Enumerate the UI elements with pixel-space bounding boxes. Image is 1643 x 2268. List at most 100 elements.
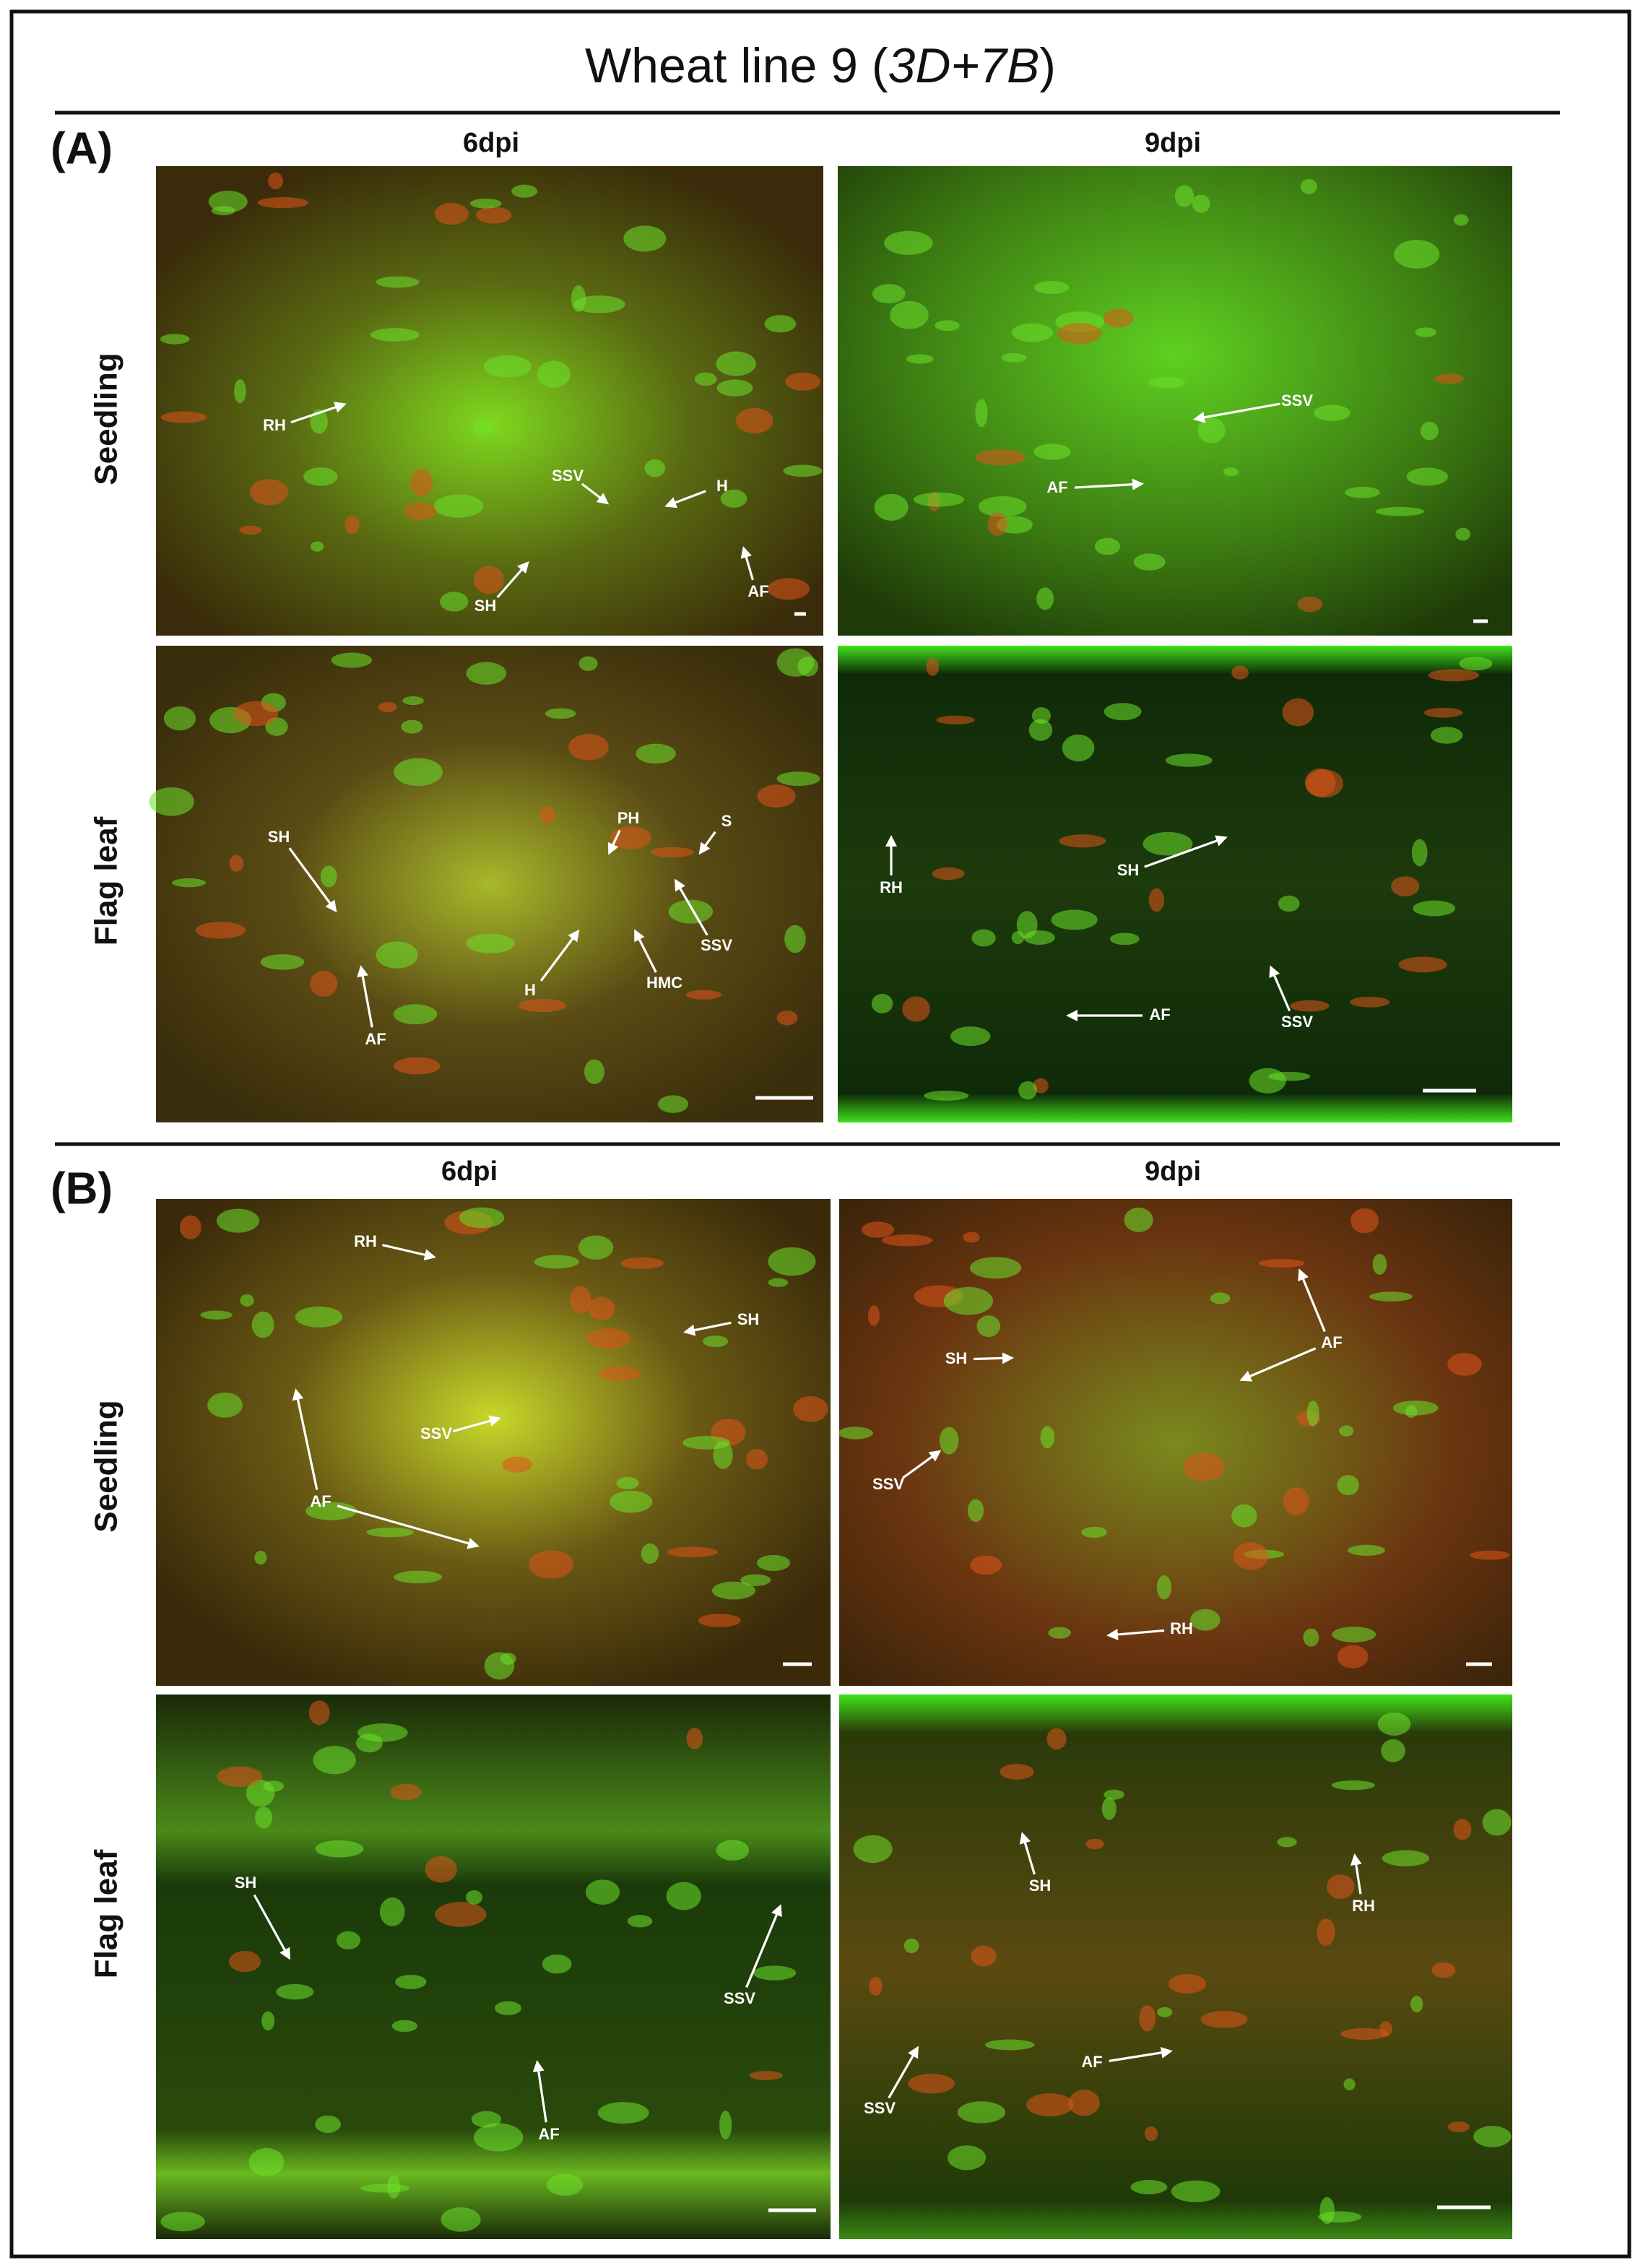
hyphae-blob bbox=[1059, 834, 1106, 848]
hyphae-blob bbox=[984, 2039, 1035, 2051]
hyphae-blob bbox=[1130, 2180, 1168, 2194]
annotation-label: SH bbox=[1029, 1877, 1052, 1895]
hyphae-blob bbox=[666, 1882, 701, 1910]
annotation-arrow bbox=[1019, 1832, 1036, 1875]
hyphae-blob bbox=[1278, 895, 1300, 912]
panel-label: (B) bbox=[51, 1164, 113, 1213]
hyphae-blob bbox=[434, 202, 469, 225]
annotation-label: AF bbox=[310, 1492, 331, 1510]
hyphae-blob bbox=[1390, 876, 1420, 897]
hyphae-blob bbox=[260, 954, 305, 970]
hyphae-blob bbox=[1431, 1962, 1456, 1978]
hyphae-blob bbox=[528, 1550, 574, 1579]
hyphae-blob bbox=[336, 1931, 361, 1949]
hyphae-blob bbox=[756, 1554, 791, 1571]
row-label: Flag leaf bbox=[89, 1849, 124, 1978]
hyphae-blob bbox=[1046, 1728, 1067, 1750]
figure-border bbox=[9, 9, 1631, 2259]
hyphae-blob bbox=[472, 418, 495, 437]
hyphae-blob bbox=[746, 1448, 768, 1470]
hyphae-blob bbox=[470, 198, 502, 209]
panel-label: (A) bbox=[51, 124, 113, 173]
hyphae-blob bbox=[441, 2207, 481, 2232]
hyphae-blob bbox=[172, 878, 206, 888]
hyphae-blob bbox=[1394, 240, 1440, 269]
hyphae-blob bbox=[838, 1427, 873, 1440]
hyphae-blob bbox=[1210, 1292, 1231, 1304]
hyphae-blob bbox=[1351, 1208, 1379, 1234]
hyphae-blob bbox=[211, 206, 235, 216]
annotation-label: RH bbox=[880, 878, 903, 896]
hyphae-blob bbox=[217, 1766, 263, 1787]
hyphae-blob bbox=[1455, 527, 1471, 541]
hyphae-blob bbox=[936, 715, 975, 724]
hyphae-blob bbox=[303, 467, 338, 486]
hyphae-blob bbox=[753, 1965, 797, 1981]
hyphae-blob bbox=[1133, 553, 1166, 571]
annotation-label: SSV bbox=[724, 1989, 755, 2007]
hyphae-blob bbox=[1031, 707, 1051, 724]
hyphae-blob bbox=[1304, 768, 1336, 797]
hyphae-blob bbox=[1406, 467, 1449, 486]
hyphae-blob bbox=[251, 1311, 274, 1338]
hyphae-blob bbox=[950, 1026, 991, 1047]
hyphae-blob bbox=[764, 315, 797, 333]
hyphae-blob bbox=[957, 2101, 1006, 2124]
hyphae-blob bbox=[240, 1294, 254, 1307]
hyphae-blob bbox=[685, 990, 722, 1000]
hyphae-blob bbox=[713, 1441, 733, 1469]
hyphae-blob bbox=[867, 1305, 880, 1326]
hyphae-blob bbox=[207, 1392, 243, 1418]
hyphae-blob bbox=[1297, 596, 1323, 613]
hyphae-blob bbox=[871, 993, 893, 1014]
hyphae-blob bbox=[597, 2102, 649, 2124]
hyphae-blob bbox=[1051, 909, 1098, 930]
annotation-arrow bbox=[532, 2060, 547, 2123]
hyphae-blob bbox=[500, 1653, 516, 1665]
hyphae-blob bbox=[401, 719, 423, 734]
hyphae-blob bbox=[1231, 665, 1249, 680]
annotation-label: SSV bbox=[1281, 391, 1313, 410]
hyphae-blob bbox=[466, 933, 515, 953]
hyphae-blob bbox=[1447, 1353, 1482, 1376]
annotation-arrow bbox=[664, 490, 706, 508]
annotation-label: SH bbox=[235, 1874, 257, 1892]
hyphae-blob bbox=[1165, 753, 1213, 767]
hyphae-blob bbox=[1348, 1544, 1385, 1556]
hyphae-blob bbox=[1317, 1918, 1335, 1946]
hyphae-blob bbox=[757, 784, 796, 808]
hyphae-blob bbox=[768, 578, 810, 600]
hyphae-blob bbox=[1156, 1575, 1171, 1600]
hyphae-blob bbox=[360, 2183, 410, 2193]
annotation-label: S bbox=[721, 812, 732, 830]
annotation-arrow bbox=[1109, 2046, 1173, 2062]
hyphae-blob bbox=[295, 1306, 343, 1328]
hyphae-blob bbox=[644, 459, 666, 477]
hyphae-blob bbox=[313, 1746, 356, 1775]
hyphae-blob bbox=[967, 1499, 984, 1523]
annotation-label: AF bbox=[747, 582, 768, 600]
hyphae-blob bbox=[636, 743, 676, 764]
hyphae-blob bbox=[1430, 727, 1463, 744]
hyphae-blob bbox=[1420, 421, 1439, 441]
hyphae-blob bbox=[459, 1207, 505, 1229]
annotation-arrow bbox=[337, 1505, 480, 1549]
hyphae-blob bbox=[1171, 2180, 1221, 2203]
micrograph bbox=[839, 1694, 1512, 2239]
hyphae-blob bbox=[1190, 1609, 1221, 1631]
hyphae-blob bbox=[1411, 839, 1428, 867]
hyphae-blob bbox=[884, 230, 933, 255]
column-header: 6dpi bbox=[463, 128, 519, 158]
hyphae-blob bbox=[970, 1555, 1002, 1575]
hyphae-blob bbox=[784, 925, 806, 953]
hyphae-blob bbox=[1350, 996, 1390, 1008]
hyphae-blob bbox=[616, 1476, 639, 1489]
annotation-arrow bbox=[1298, 1268, 1326, 1333]
hyphae-blob bbox=[1428, 669, 1480, 682]
hyphae-blob bbox=[391, 2020, 418, 2033]
hyphae-blob bbox=[1148, 888, 1165, 912]
hyphae-blob bbox=[1023, 930, 1055, 945]
hyphae-blob bbox=[1197, 417, 1226, 443]
hyphae-blob bbox=[474, 566, 504, 594]
title-close: ) bbox=[1039, 38, 1056, 93]
